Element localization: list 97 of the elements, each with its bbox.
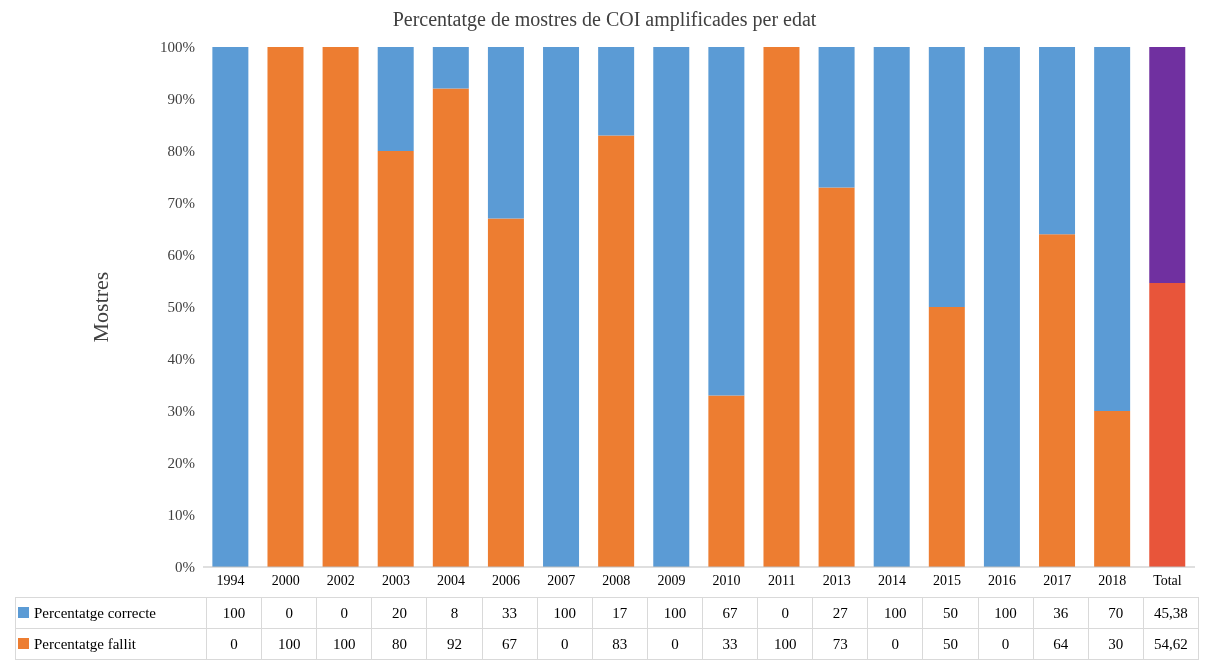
x-tick-label: 2008 [602,572,631,588]
data-label: 73 [812,628,868,660]
data-label: 100 [261,628,317,660]
legend-label: Percentatge fallit [15,628,207,660]
y-tick-label: 90% [167,91,195,108]
bar [708,47,745,396]
bar [543,47,580,567]
x-tick-label: 2007 [547,572,576,588]
bar [1094,411,1131,567]
x-tick-label: 2018 [1098,572,1127,588]
x-tick-label: 2003 [381,572,410,588]
data-label: 100 [978,597,1034,629]
bar [212,47,249,567]
bar [267,47,304,567]
bar [598,47,635,136]
legend-label: Percentatge correcte [15,597,207,629]
x-tick-label: 2002 [326,572,355,588]
data-label: 67 [702,597,758,629]
data-label: 0 [867,628,923,660]
x-tick-label: 2015 [933,572,961,588]
bar [1149,282,1186,567]
y-tick-label: 50% [167,299,195,316]
data-label: 80 [371,628,427,660]
bar [377,47,414,151]
data-label: 100 [757,628,813,660]
x-tick-label: 2016 [988,572,1017,588]
bar [1039,234,1076,567]
data-label: 33 [702,628,758,660]
x-tick-label: 2014 [877,572,906,588]
bar [322,47,359,567]
bar [653,47,690,567]
x-tick-label: 2017 [1043,572,1072,588]
data-label: 33 [482,597,538,629]
x-tick-label: 2009 [657,572,686,588]
x-tick-label: 2006 [492,572,521,588]
data-label: 100 [537,597,593,629]
data-label: 100 [316,628,372,660]
x-tick-label: 2011 [767,572,796,588]
data-label: 54,62 [1143,628,1199,660]
bar [763,47,800,567]
data-label: 0 [978,628,1034,660]
bar [873,47,910,567]
data-label: 100 [867,597,923,629]
y-tick-label: 10% [167,507,195,524]
bar [377,151,414,567]
bar [928,307,965,567]
y-tick-label: 20% [167,455,195,472]
bar [432,88,469,567]
data-label: 100 [647,597,703,629]
data-label: 70 [1088,597,1144,629]
data-label: 100 [206,597,262,629]
x-tick-label: 2013 [822,572,851,588]
data-label: 83 [592,628,648,660]
x-tick-label: 1994 [216,572,245,588]
y-tick-label: 100% [160,39,195,56]
bar [983,47,1020,567]
data-label: 0 [647,628,703,660]
x-tick-label: 2000 [271,572,300,588]
bar [487,218,524,567]
chart-title: Percentatge de mostres de COI amplificades per edat [391,8,818,31]
y-tick-label: 0% [175,559,195,576]
bar [1149,47,1186,283]
bar [487,47,524,219]
data-label: 50 [922,628,979,660]
y-axis-title: Mostres [87,271,113,343]
data-label: 92 [426,628,483,660]
y-tick-label: 80% [167,143,195,160]
data-label: 0 [316,597,372,629]
data-label: 36 [1033,597,1089,629]
data-label: 64 [1033,628,1089,660]
x-tick-label: Total [1153,572,1182,588]
y-tick-label: 40% [167,351,195,368]
bar [432,47,469,89]
bar [818,47,855,188]
data-label: 20 [371,597,427,629]
data-label: 67 [482,628,538,660]
y-tick-label: 70% [167,195,195,212]
data-label: 8 [426,597,483,629]
bar [1094,47,1131,411]
y-tick-label: 30% [167,403,195,420]
data-label: 30 [1088,628,1144,660]
x-tick-label: 2004 [437,572,465,588]
data-label: 27 [812,597,868,629]
bar [818,187,855,567]
bar [598,135,635,567]
bar [1039,47,1076,235]
bar [928,47,965,307]
data-label: 17 [592,597,648,629]
data-label: 0 [206,628,262,660]
data-label: 0 [537,628,593,660]
y-tick-label: 60% [167,247,195,264]
data-label: 0 [757,597,813,629]
data-label: 0 [261,597,317,629]
data-label: 45,38 [1143,597,1199,629]
data-label: 50 [922,597,979,629]
bar [708,395,745,567]
x-tick-label: 2010 [712,572,741,588]
